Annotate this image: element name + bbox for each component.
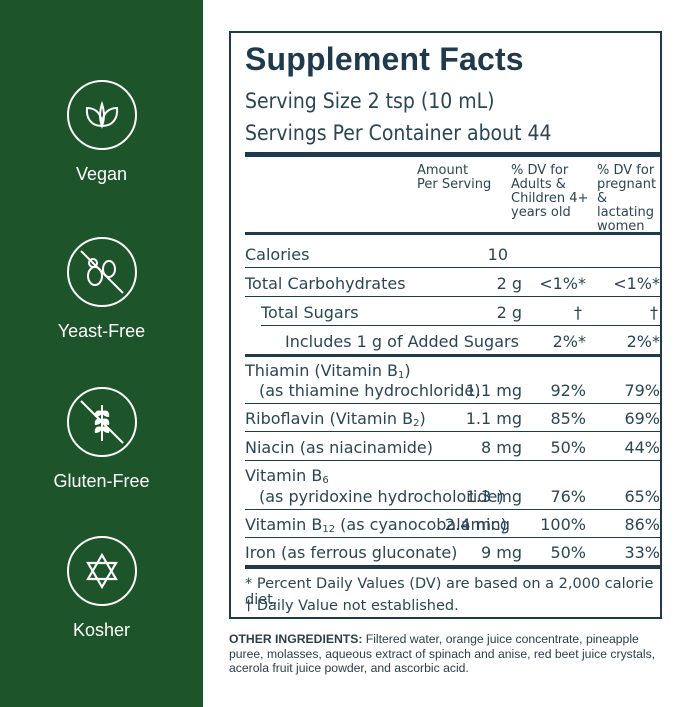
- divider: [245, 267, 662, 268]
- table-row: Total Carbohydrates 2 g <1%* <1%*: [245, 274, 662, 294]
- nutrient-amount: 10: [487, 245, 508, 264]
- column-header-dv-pregnant: % DV for pregnant & lactating women: [597, 163, 657, 234]
- badge-label: Kosher: [72, 620, 131, 640]
- nutrient-amount: 2 g: [496, 303, 522, 322]
- nutrient-amount: 9 mg: [480, 543, 522, 562]
- nutrient-source: (as thiamine hydrochloride): [259, 381, 481, 400]
- nutrient-name: Includes 1 g of Added Sugars: [285, 332, 519, 351]
- nutrient-name: Calories: [245, 245, 310, 264]
- dv-pregnant: 2%*: [626, 332, 660, 351]
- divider: [245, 460, 662, 461]
- dv-adults: 76%: [550, 487, 586, 506]
- supplement-facts-panel: Supplement Facts Serving Size 2 tsp (10 …: [229, 31, 662, 619]
- dv-pregnant: 44%: [624, 438, 660, 457]
- nutrient-amount: 1.1 mg: [465, 381, 522, 400]
- nutrient-amount: 1.1 mg: [465, 409, 522, 428]
- dv-pregnant: †: [650, 303, 658, 322]
- column-header-amount: Amount Per Serving: [417, 163, 492, 192]
- badge-label: Yeast-Free: [57, 321, 146, 341]
- nutrient-source: (as pyridoxine hydrocholoride): [259, 487, 504, 506]
- other-ingredients-text: Filtered water, orange juice concentrate…: [229, 632, 656, 676]
- nutrient-name: Iron (as ferrous gluconate): [245, 543, 458, 562]
- badge-label: Gluten-Free: [53, 471, 150, 491]
- dv-pregnant: 33%: [624, 543, 660, 562]
- nutrient-amount: 8 mg: [480, 438, 522, 457]
- table-row: Total Sugars 2 g † †: [245, 303, 662, 323]
- nutrient-amount: 1.3 mg: [465, 487, 522, 506]
- divider-thick: [245, 152, 662, 157]
- dv-pregnant: 86%: [624, 515, 660, 534]
- badge-label: Vegan: [75, 164, 128, 184]
- table-row: Vitamin B6 (as pyridoxine hydrocholoride…: [245, 466, 662, 506]
- divider: [245, 431, 662, 432]
- divider: [245, 509, 662, 510]
- footnote-dagger: † Daily Value not established.: [245, 598, 459, 614]
- facts-title: Supplement Facts: [245, 41, 524, 77]
- no-wheat-icon: [66, 387, 137, 457]
- leaf-icon: [66, 80, 137, 150]
- column-header-dv-adults: % DV for Adults & Children 4+ years old: [511, 163, 589, 220]
- divider: [245, 537, 662, 538]
- footnote-dv: * Percent Daily Values (DV) are based on…: [245, 576, 654, 608]
- table-row: Thiamin (Vitamin B1) (as thiamine hydroc…: [245, 361, 662, 401]
- divider-header: [245, 232, 662, 235]
- divider: [261, 325, 662, 326]
- nutrient-name: Thiamin (Vitamin B1): [245, 361, 411, 381]
- badge-yeast-free: Yeast-Free: [0, 237, 203, 342]
- nutrient-amount: 2 g: [496, 274, 522, 293]
- divider: [245, 296, 662, 297]
- nutrient-name: Total Carbohydrates: [245, 274, 406, 293]
- dv-pregnant: 69%: [624, 409, 660, 428]
- dv-adults: <1%*: [539, 274, 586, 293]
- dv-pregnant: <1%*: [613, 274, 660, 293]
- other-ingredients-label: OTHER INGREDIENTS:: [229, 632, 363, 646]
- star-of-david-icon: [66, 536, 137, 606]
- dv-adults: 85%: [550, 409, 586, 428]
- badge-vegan: Vegan: [0, 80, 203, 185]
- nutrient-amount: 2.4 mcg: [444, 515, 510, 534]
- no-yeast-icon: [66, 237, 137, 307]
- serving-size: Serving Size 2 tsp (10 mL): [245, 89, 495, 113]
- nutrient-name: Vitamin B6: [245, 466, 329, 486]
- badge-kosher: Kosher: [0, 536, 203, 641]
- table-row: Vitamin B12 (as cyanocobalamin) 2.4 mcg …: [245, 515, 662, 535]
- dv-pregnant: 65%: [624, 487, 660, 506]
- nutrient-name: Total Sugars: [261, 303, 359, 322]
- nutrient-name: Vitamin B12 (as cyanocobalamin): [245, 515, 507, 535]
- other-ingredients: OTHER INGREDIENTS: Filtered water, orang…: [229, 632, 669, 676]
- divider-thick: [245, 565, 662, 569]
- dv-pregnant: 79%: [624, 381, 660, 400]
- table-row: Includes 1 g of Added Sugars 2%* 2%*: [245, 332, 662, 352]
- table-row: Calories 10: [245, 245, 662, 265]
- dv-adults: 92%: [550, 381, 586, 400]
- servings-per-container: Servings Per Container about 44: [245, 121, 552, 145]
- divider: [245, 403, 662, 404]
- dv-adults: †: [574, 303, 582, 322]
- dv-adults: 50%: [550, 543, 586, 562]
- divider-thick: [245, 354, 662, 357]
- table-row: Riboflavin (Vitamin B2) 1.1 mg 85% 69%: [245, 409, 662, 429]
- nutrient-name: Niacin (as niacinamide): [245, 438, 434, 457]
- table-row: Iron (as ferrous gluconate) 9 mg 50% 33%: [245, 543, 662, 563]
- nutrient-name: Riboflavin (Vitamin B2): [245, 409, 426, 429]
- badge-gluten-free: Gluten-Free: [0, 387, 203, 492]
- dv-adults: 50%: [550, 438, 586, 457]
- table-row: Niacin (as niacinamide) 8 mg 50% 44%: [245, 438, 662, 458]
- dv-adults: 100%: [540, 515, 586, 534]
- dv-adults: 2%*: [552, 332, 586, 351]
